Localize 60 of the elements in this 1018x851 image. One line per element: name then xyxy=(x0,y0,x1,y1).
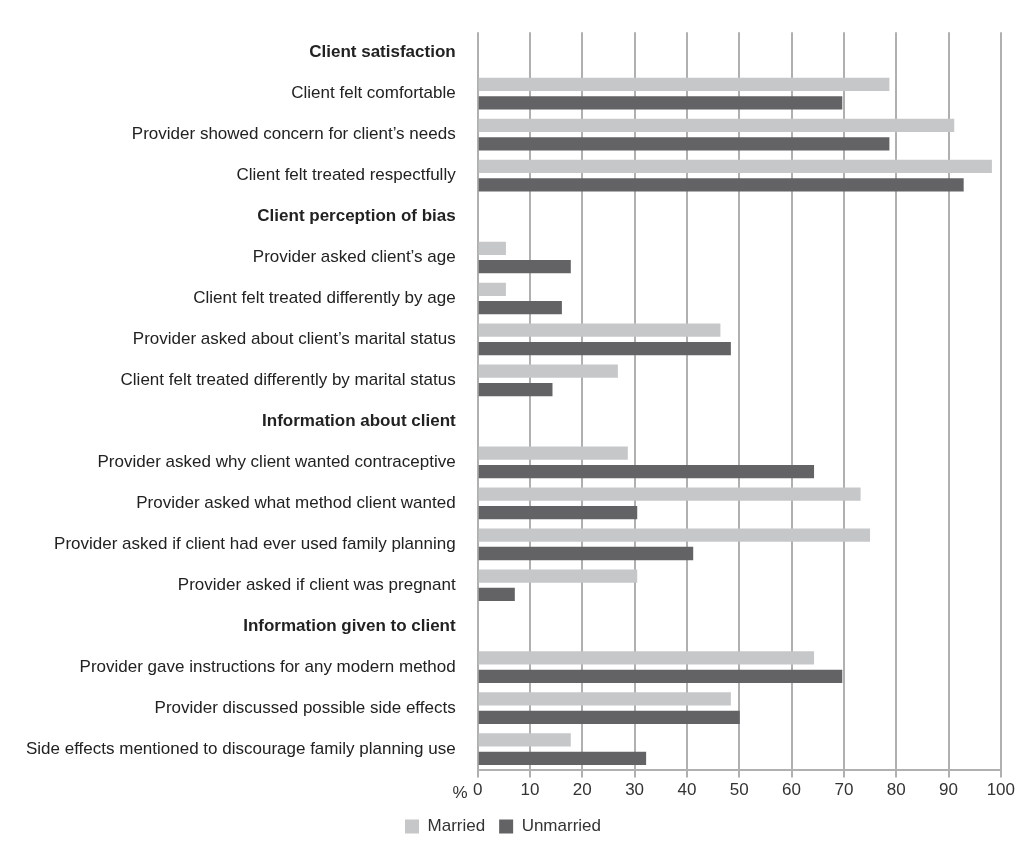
y-tick-label: Provider asked about client’s marital status xyxy=(132,329,456,349)
x-tick-label: 10 xyxy=(520,780,540,800)
x-tick-label: 100 xyxy=(986,780,1016,800)
bar xyxy=(478,569,638,583)
bar xyxy=(478,528,871,542)
y-tick-label: Provider showed concern for client’s needs xyxy=(131,124,456,144)
x-tick-label: 20 xyxy=(572,780,592,800)
bar xyxy=(478,178,964,192)
y-tick-label: Provider asked what method client wanted xyxy=(136,493,456,512)
y-tick-label: Provider asked if client had ever used family planning xyxy=(54,533,456,553)
legend-label: Married xyxy=(427,816,486,836)
bar xyxy=(478,118,955,133)
bar xyxy=(478,282,506,296)
x-tick-label: 0 xyxy=(472,780,483,800)
bar xyxy=(478,692,731,706)
y-tick-label: Client perception of bias xyxy=(257,206,456,226)
y-tick-label: Provider asked client’s age xyxy=(252,247,456,267)
x-tick-label: 80 xyxy=(886,780,906,800)
bar xyxy=(478,651,815,665)
bar xyxy=(478,159,992,173)
bar xyxy=(478,96,843,110)
bar xyxy=(478,364,618,378)
bar xyxy=(478,751,647,765)
x-tick-label: 30 xyxy=(625,780,645,800)
x-tick-label: 60 xyxy=(782,780,802,800)
bar xyxy=(478,546,694,561)
bar xyxy=(478,342,731,356)
y-tick-label: Client felt treated differently by age xyxy=(193,288,456,308)
bar xyxy=(478,587,515,602)
bar xyxy=(478,260,571,274)
y-tick-label: Client felt treated differently by marital status xyxy=(120,370,456,390)
bar xyxy=(478,241,506,255)
y-tick-label: Provider gave instructions for any modern method xyxy=(79,656,456,676)
bar xyxy=(478,710,740,724)
bar xyxy=(478,487,861,501)
x-tick-label: 50 xyxy=(729,780,749,800)
y-tick-label: Information given to client xyxy=(243,615,456,635)
x-tick-label: 90 xyxy=(939,780,958,800)
legend-label: Unmarried xyxy=(521,816,601,836)
x-tick-label: 40 xyxy=(677,780,697,800)
bar xyxy=(478,505,638,520)
y-tick-label: Client satisfaction xyxy=(309,42,456,62)
y-tick-label: Provider discussed possible side effects xyxy=(154,697,456,717)
bar xyxy=(478,77,890,92)
y-tick-label: Client felt treated respectfully xyxy=(236,165,457,185)
x-tick-label: 70 xyxy=(834,780,854,800)
y-tick-label: Client felt comfortable xyxy=(291,83,456,103)
bar xyxy=(478,669,843,684)
y-tick-label: Side effects mentioned to discourage family planning use xyxy=(25,738,456,758)
bar xyxy=(478,733,571,747)
bar xyxy=(478,137,890,151)
bar xyxy=(478,383,553,397)
bar xyxy=(478,464,815,479)
bar xyxy=(478,446,628,460)
y-tick-label: Provider asked if client was pregnant xyxy=(177,574,456,594)
bar xyxy=(478,301,562,315)
y-tick-label: Provider asked why client wanted contraceptive xyxy=(97,452,456,472)
bar xyxy=(478,323,721,337)
x-axis-title: % xyxy=(452,783,468,803)
y-tick-label: Information about client xyxy=(262,411,457,431)
